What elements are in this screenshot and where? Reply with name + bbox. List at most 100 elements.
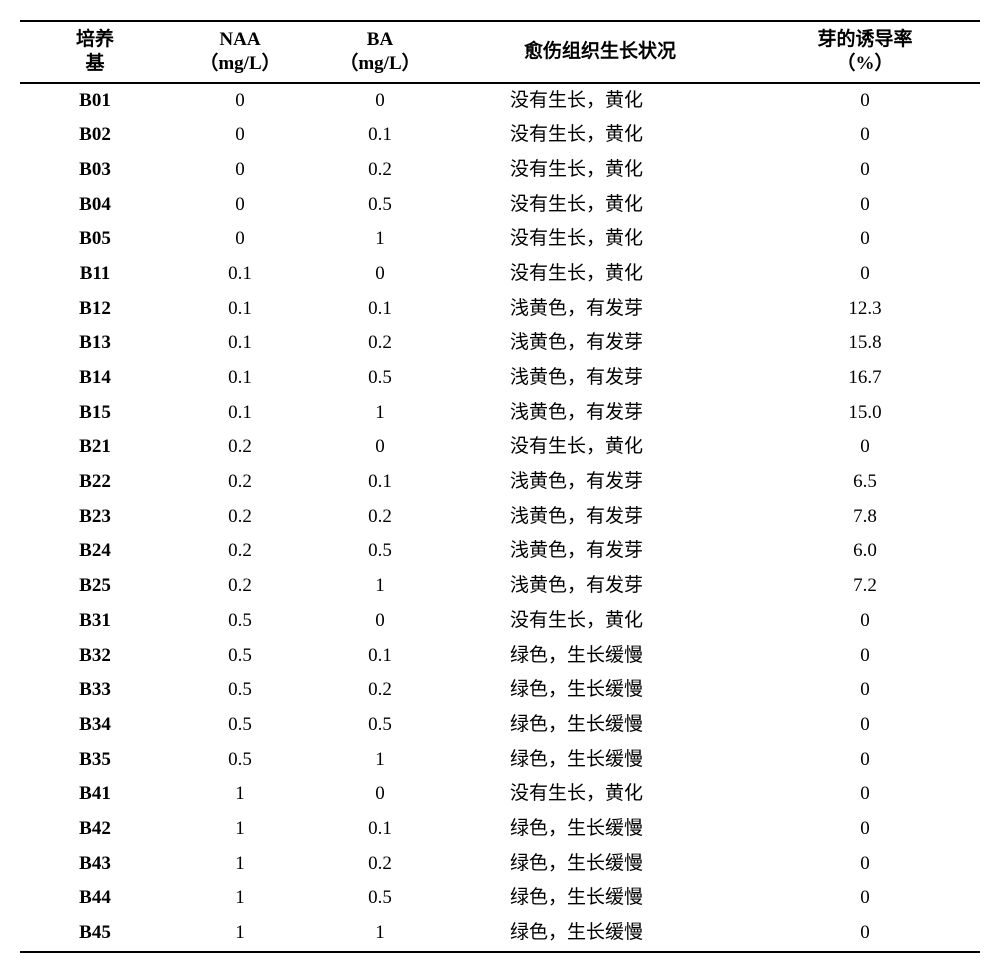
cell-rate: 0 xyxy=(750,222,980,257)
cell-ba: 0.5 xyxy=(310,708,450,743)
header-text: （mg/L） xyxy=(199,53,280,74)
table-row: B4210.1绿色，生长缓慢0 xyxy=(20,812,980,847)
cell-growth: 浅黄色，有发芽 xyxy=(450,465,750,500)
cell-naa: 0.5 xyxy=(170,604,310,639)
cell-medium: B32 xyxy=(20,639,170,674)
table-row: B4110没有生长，黄化0 xyxy=(20,777,980,812)
table-row: B0501没有生长，黄化0 xyxy=(20,222,980,257)
table-row: B320.50.1绿色，生长缓慢0 xyxy=(20,639,980,674)
cell-ba: 0 xyxy=(310,777,450,812)
cell-growth: 没有生长，黄化 xyxy=(450,257,750,292)
cell-ba: 0.2 xyxy=(310,673,450,708)
cell-naa: 1 xyxy=(170,881,310,916)
cell-naa: 0.2 xyxy=(170,500,310,535)
cell-ba: 0 xyxy=(310,83,450,119)
cell-ba: 0.1 xyxy=(310,812,450,847)
cell-growth: 没有生长，黄化 xyxy=(450,153,750,188)
cell-medium: B12 xyxy=(20,292,170,327)
table-row: B240.20.5浅黄色，有发芽6.0 xyxy=(20,534,980,569)
cell-naa: 0.2 xyxy=(170,465,310,500)
cell-medium: B43 xyxy=(20,847,170,882)
cell-growth: 浅黄色，有发芽 xyxy=(450,534,750,569)
cell-rate: 0 xyxy=(750,847,980,882)
cell-rate: 0 xyxy=(750,430,980,465)
cell-ba: 0.5 xyxy=(310,188,450,223)
cell-naa: 0.2 xyxy=(170,534,310,569)
cell-medium: B35 xyxy=(20,743,170,778)
cell-rate: 0 xyxy=(750,188,980,223)
table-row: B0300.2没有生长，黄化0 xyxy=(20,153,980,188)
cell-ba: 1 xyxy=(310,743,450,778)
col-header-naa: NAA （mg/L） xyxy=(170,21,310,83)
table-row: B4410.5绿色，生长缓慢0 xyxy=(20,881,980,916)
col-header-rate: 芽的诱导率 （%） xyxy=(750,21,980,83)
cell-growth: 浅黄色，有发芽 xyxy=(450,569,750,604)
cell-growth: 绿色，生长缓慢 xyxy=(450,812,750,847)
cell-rate: 0 xyxy=(750,708,980,743)
cell-ba: 1 xyxy=(310,396,450,431)
cell-naa: 1 xyxy=(170,777,310,812)
table-row: B130.10.2浅黄色，有发芽15.8 xyxy=(20,326,980,361)
cell-naa: 0.1 xyxy=(170,257,310,292)
cell-naa: 0.2 xyxy=(170,569,310,604)
data-table: 培养 基 NAA （mg/L） BA （mg/L） 愈伤组织生长状况 芽的诱导率… xyxy=(20,20,980,953)
table-row: B4511绿色，生长缓慢0 xyxy=(20,916,980,952)
cell-growth: 绿色，生长缓慢 xyxy=(450,673,750,708)
cell-growth: 绿色，生长缓慢 xyxy=(450,639,750,674)
cell-naa: 1 xyxy=(170,916,310,952)
cell-medium: B01 xyxy=(20,83,170,119)
cell-ba: 0.1 xyxy=(310,118,450,153)
cell-rate: 0 xyxy=(750,673,980,708)
cell-naa: 0 xyxy=(170,153,310,188)
cell-growth: 浅黄色，有发芽 xyxy=(450,396,750,431)
cell-growth: 没有生长，黄化 xyxy=(450,222,750,257)
cell-medium: B31 xyxy=(20,604,170,639)
cell-growth: 绿色，生长缓慢 xyxy=(450,916,750,952)
cell-medium: B13 xyxy=(20,326,170,361)
cell-rate: 0 xyxy=(750,83,980,119)
cell-ba: 0.5 xyxy=(310,881,450,916)
header-text: 培养 xyxy=(76,29,114,50)
table-row: B0400.5没有生长，黄化0 xyxy=(20,188,980,223)
cell-rate: 7.2 xyxy=(750,569,980,604)
cell-ba: 1 xyxy=(310,222,450,257)
table-row: B120.10.1浅黄色，有发芽12.3 xyxy=(20,292,980,327)
table-row: B350.51绿色，生长缓慢0 xyxy=(20,743,980,778)
header-text: 芽的诱导率 xyxy=(817,29,912,50)
cell-rate: 0 xyxy=(750,118,980,153)
table-row: B0200.1没有生长，黄化0 xyxy=(20,118,980,153)
cell-ba: 0.1 xyxy=(310,292,450,327)
cell-growth: 绿色，生长缓慢 xyxy=(450,881,750,916)
cell-naa: 0.5 xyxy=(170,639,310,674)
cell-medium: B42 xyxy=(20,812,170,847)
cell-growth: 绿色，生长缓慢 xyxy=(450,743,750,778)
cell-growth: 浅黄色，有发芽 xyxy=(450,361,750,396)
cell-naa: 0 xyxy=(170,118,310,153)
table-row: B150.11浅黄色，有发芽15.0 xyxy=(20,396,980,431)
cell-growth: 浅黄色，有发芽 xyxy=(450,500,750,535)
cell-ba: 0.2 xyxy=(310,847,450,882)
header-text: （mg/L） xyxy=(339,53,420,74)
cell-naa: 1 xyxy=(170,812,310,847)
cell-rate: 0 xyxy=(750,812,980,847)
cell-rate: 7.8 xyxy=(750,500,980,535)
table-row: B330.50.2绿色，生长缓慢0 xyxy=(20,673,980,708)
cell-growth: 浅黄色，有发芽 xyxy=(450,326,750,361)
cell-ba: 0.5 xyxy=(310,534,450,569)
cell-growth: 绿色，生长缓慢 xyxy=(450,708,750,743)
cell-ba: 0.2 xyxy=(310,500,450,535)
cell-rate: 0 xyxy=(750,604,980,639)
cell-growth: 浅黄色，有发芽 xyxy=(450,292,750,327)
cell-rate: 0 xyxy=(750,743,980,778)
table-row: B110.10没有生长，黄化0 xyxy=(20,257,980,292)
cell-rate: 6.0 xyxy=(750,534,980,569)
cell-medium: B24 xyxy=(20,534,170,569)
table-row: B210.20没有生长，黄化0 xyxy=(20,430,980,465)
cell-naa: 0.2 xyxy=(170,430,310,465)
table-row: B340.50.5绿色，生长缓慢0 xyxy=(20,708,980,743)
table-row: B230.20.2浅黄色，有发芽7.8 xyxy=(20,500,980,535)
cell-medium: B44 xyxy=(20,881,170,916)
header-text: 愈伤组织生长状况 xyxy=(524,41,676,62)
cell-medium: B34 xyxy=(20,708,170,743)
cell-naa: 1 xyxy=(170,847,310,882)
